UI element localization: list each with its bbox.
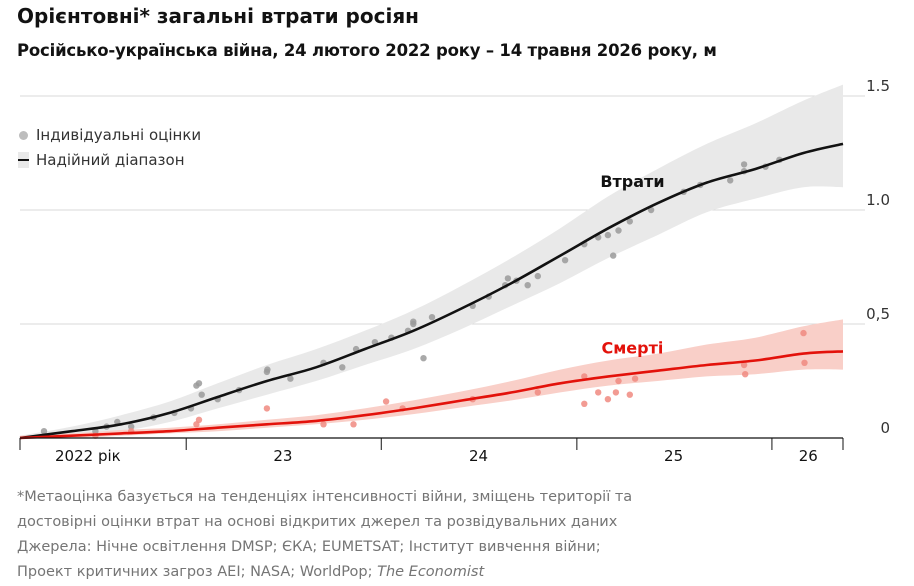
footnote-line-2: достовірні оцінки втрат на основі відкри… (17, 514, 618, 530)
casualties-estimate-point (287, 375, 294, 382)
casualties-estimate-point (264, 366, 271, 373)
casualties-estimate-point (420, 355, 427, 362)
casualties-estimate-point (410, 318, 417, 325)
x-tick-label: 25 (664, 447, 683, 465)
legend-label-estimates: Індивідуальні оцінки (36, 126, 202, 144)
sources-economist: The Economist (377, 564, 485, 580)
casualties-estimate-point (128, 423, 135, 430)
deaths-series-label: Смерті (601, 339, 663, 358)
casualties-estimate-point (604, 231, 612, 239)
deaths-estimate-point (800, 329, 807, 337)
chart-labels: Втрати Смерті (600, 172, 664, 357)
x-tick-label: 26 (799, 447, 818, 465)
casualties-estimate-point (615, 227, 622, 234)
casualties-estimate-point (610, 252, 617, 259)
casualties-estimate-point (561, 257, 569, 264)
x-tick-label: 23 (273, 447, 292, 465)
casualties-estimate-point (534, 272, 541, 280)
legend-dot-icon (19, 130, 28, 140)
deaths-estimate-point (350, 421, 357, 428)
chart-title: Орієнтовні* загальні втрати росіян (17, 4, 419, 28)
casualties-line (19, 142, 844, 440)
deaths-estimate-point (604, 396, 612, 403)
y-tick-label: 1.5 (866, 77, 890, 95)
deaths-estimate-point (534, 389, 541, 396)
sources-text: Проект критичних загроз AEI; NASA; World… (17, 564, 378, 580)
sources-line-2: Проект критичних загроз AEI; NASA; World… (17, 564, 484, 580)
sources-line-1: Джерела: Нічне освітлення DMSP; ЄКА; EUM… (17, 539, 601, 555)
series-lines (19, 142, 844, 440)
casualties-estimate-point (524, 282, 531, 289)
deaths-line (19, 350, 844, 440)
x-tick-label: 2022 рік (55, 447, 121, 465)
y-tick-label: 0 (880, 419, 890, 437)
x-tick-label: 24 (469, 447, 488, 465)
casualties-estimate-point (198, 391, 205, 398)
deaths-confidence-band (20, 319, 843, 439)
deaths-estimate-point (742, 371, 749, 378)
legend-item-range: Надійний діапазон (18, 151, 185, 169)
deaths-estimate-point (581, 373, 588, 380)
deaths-estimate-point (631, 375, 639, 382)
casualties-estimate-point (727, 177, 734, 184)
x-axis: 2022 рік 23 24 25 26 (19, 437, 844, 465)
deaths-estimate-point (612, 389, 620, 396)
casualties-estimate-point (504, 275, 512, 282)
confidence-bands (20, 84, 843, 439)
deaths-estimate-point (615, 377, 622, 385)
casualties-estimate-point (339, 364, 346, 371)
casualties-series-label: Втрати (600, 172, 664, 191)
casualties-estimate-point (195, 380, 203, 387)
casualties-estimate-point (740, 161, 748, 168)
deaths-estimate-point (740, 361, 748, 369)
legend-band-icon (18, 152, 29, 168)
deaths-estimate-point (581, 400, 588, 407)
deaths-estimate-point (382, 398, 390, 405)
deaths-estimate-point (595, 389, 602, 396)
chart-subtitle: Російсько-українська війна, 24 лютого 20… (17, 41, 717, 60)
deaths-estimate-point (626, 391, 633, 398)
y-tick-label: 0,5 (866, 305, 890, 323)
deaths-estimate-point (263, 405, 271, 412)
deaths-estimate-point (320, 421, 327, 428)
footnote-line-1: *Метаоцінка базується на тенденціях інте… (17, 489, 633, 505)
y-tick-label: 1.0 (866, 191, 890, 209)
legend-item-estimates: Індивідуальні оцінки (18, 126, 201, 144)
legend-label-range: Надійний діапазон (36, 151, 185, 169)
deaths-estimate-point (195, 416, 203, 423)
casualties-estimate-point (626, 218, 633, 225)
deaths-estimate-point (801, 359, 808, 366)
casualties-estimate-point (428, 314, 436, 321)
casualties-estimate-point (40, 428, 48, 435)
